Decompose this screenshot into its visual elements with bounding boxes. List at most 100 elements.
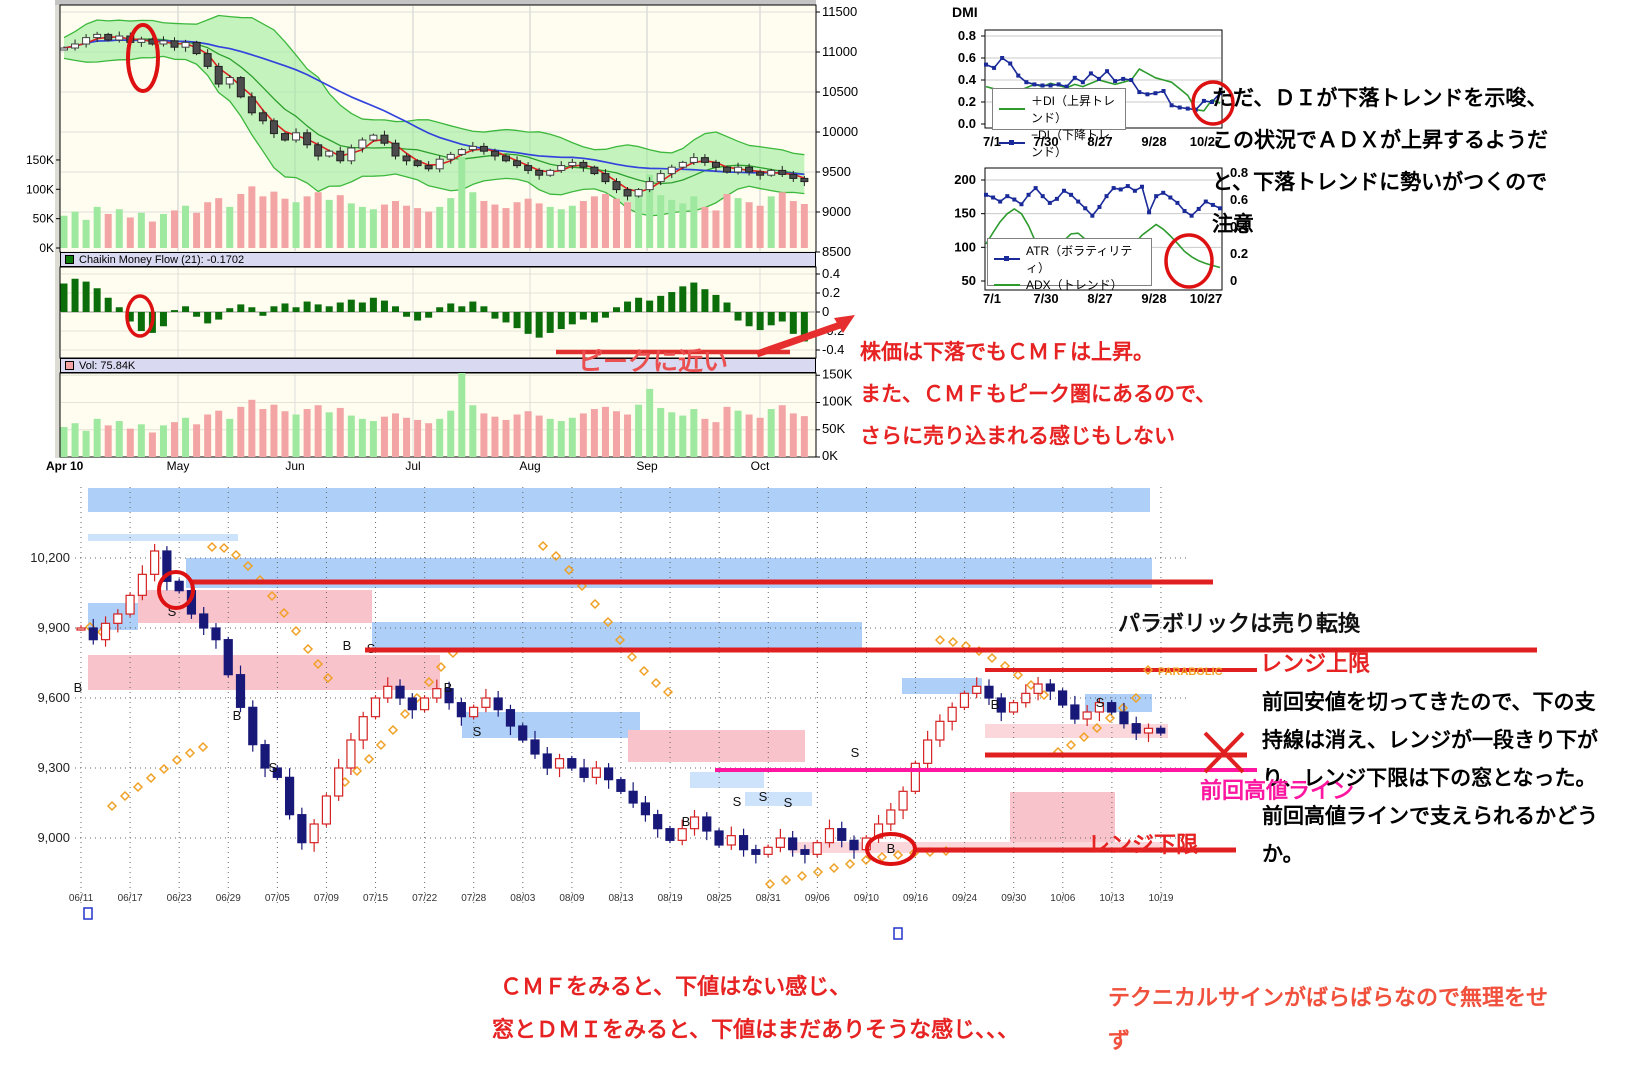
- atr-adx-legend: ATR（ボラティリティ） ADX（トレンド）: [987, 238, 1152, 292]
- svg-text:0.8: 0.8: [1230, 165, 1248, 180]
- svg-text:0.4: 0.4: [822, 266, 840, 281]
- volume-panel-header: Vol: 75.84K: [60, 358, 816, 373]
- svg-text:B: B: [887, 841, 896, 856]
- dmi-legend: ＋DI（上昇トレンド） −DI（下降トレンド）: [992, 88, 1126, 159]
- svg-text:07/28: 07/28: [461, 893, 486, 904]
- svg-text:11500: 11500: [822, 4, 857, 19]
- range-paragraph-line2: 持線は消え、レンジが一段きり下が: [1262, 729, 1598, 752]
- cmf-comment-note: 株価は下落でもＣＭＦは上昇。 また、ＣＭＦもピーク圏にあるので、 さらに売り込ま…: [860, 332, 1216, 458]
- svg-text:9,000: 9,000: [37, 830, 70, 845]
- svg-text:9/28: 9/28: [1141, 134, 1166, 149]
- cmf-view-note: ＣＭＦをみると、下値はない感じ、: [500, 974, 852, 999]
- cmf-panel-header: Chaikin Money Flow (21): -0.1702: [60, 252, 816, 267]
- svg-text:Aug: Aug: [519, 459, 540, 473]
- di-comment-line3: と、下落トレンドに勢いがつくので: [1212, 171, 1548, 194]
- svg-text:07/09: 07/09: [314, 893, 339, 904]
- svg-text:50: 50: [962, 273, 976, 288]
- svg-text:10/27: 10/27: [1190, 134, 1223, 149]
- svg-text:10/19: 10/19: [1148, 893, 1173, 904]
- range-paragraph-line3: り、レンジ下限は下の窓となった。: [1262, 767, 1597, 790]
- svg-text:S: S: [784, 795, 793, 810]
- svg-text:S: S: [1096, 695, 1105, 710]
- svg-text:7/1: 7/1: [983, 134, 1001, 149]
- svg-text:9/28: 9/28: [1141, 291, 1166, 306]
- dmi-legend-plus-di: ＋DI（上昇トレンド）: [999, 92, 1119, 126]
- technical-note-line2: ず: [1108, 1028, 1131, 1053]
- svg-text:0: 0: [1230, 273, 1237, 288]
- svg-text:09/24: 09/24: [952, 893, 977, 904]
- svg-text:06/29: 06/29: [216, 893, 241, 904]
- svg-text:B: B: [74, 680, 83, 695]
- svg-text:100K: 100K: [822, 394, 853, 409]
- svg-text:S: S: [759, 789, 768, 804]
- volume-panel-label: Vol: 75.84K: [79, 359, 136, 372]
- peak-near-note: ピークに近い: [578, 348, 729, 376]
- svg-text:09/16: 09/16: [903, 893, 928, 904]
- svg-text:50K: 50K: [33, 212, 54, 226]
- svg-text:S: S: [733, 794, 742, 809]
- svg-text:Jul: Jul: [405, 459, 420, 473]
- svg-text:-0.4: -0.4: [822, 342, 844, 357]
- svg-text:50K: 50K: [822, 421, 845, 436]
- plus-di-label: ＋DI（上昇トレンド）: [1031, 94, 1116, 125]
- svg-text:B: B: [343, 638, 352, 653]
- adx-label: ADX（トレンド）: [1026, 278, 1123, 292]
- range-paragraph-line5: か。: [1262, 843, 1304, 866]
- svg-text:9,900: 9,900: [37, 620, 70, 635]
- minus-di-line-icon: [999, 140, 1025, 145]
- svg-text:8500: 8500: [822, 244, 851, 259]
- technical-note-line1: テクニカルサインがばらばらなので無理をせ: [1108, 985, 1549, 1010]
- svg-text:0.2: 0.2: [1230, 246, 1248, 261]
- svg-text:0.2: 0.2: [958, 94, 976, 109]
- cmf-panel-label: Chaikin Money Flow (21): -0.1702: [79, 253, 245, 266]
- svg-text:09/30: 09/30: [1001, 893, 1026, 904]
- range-bottom-note: レンジ下限: [1088, 832, 1199, 857]
- svg-text:0.4: 0.4: [958, 72, 977, 87]
- atr-label: ATR（ボラティリティ）: [1026, 244, 1133, 275]
- svg-text:06/23: 06/23: [167, 893, 192, 904]
- cmf-comment-line2: また、ＣＭＦもピーク圏にあるので、: [860, 383, 1217, 406]
- svg-text:S: S: [851, 745, 860, 760]
- svg-text:PARABOLIC: PARABOLIC: [1158, 666, 1223, 678]
- svg-text:7/1: 7/1: [983, 291, 1001, 306]
- svg-text:08/31: 08/31: [756, 893, 781, 904]
- svg-text:0K: 0K: [822, 448, 838, 463]
- svg-text:10500: 10500: [822, 84, 858, 99]
- range-paragraph-line1: 前回安値を切ってきたので、下の支: [1262, 691, 1596, 714]
- adx-line-icon: [994, 283, 1020, 286]
- svg-text:08/19: 08/19: [658, 893, 683, 904]
- svg-text:Sep: Sep: [636, 459, 658, 473]
- parabolic-sell-note: パラボリックは売り転換: [1118, 611, 1361, 636]
- svg-text:150K: 150K: [822, 366, 853, 381]
- svg-text:8/27: 8/27: [1087, 291, 1112, 306]
- range-paragraph-note: 前回安値を切ってきたので、下の支 持線は消え、レンジが一段きり下が り、レンジ下…: [1262, 684, 1598, 874]
- svg-text:Jun: Jun: [285, 459, 304, 473]
- di-comment-line2: この状況でＡＤＸが上昇するようだ: [1212, 129, 1548, 152]
- svg-text:S: S: [473, 724, 482, 739]
- svg-text:Oct: Oct: [751, 459, 770, 473]
- svg-text:100K: 100K: [26, 182, 54, 196]
- svg-text:0.0: 0.0: [958, 116, 976, 131]
- svg-text:07/05: 07/05: [265, 893, 290, 904]
- svg-text:08/13: 08/13: [608, 893, 633, 904]
- svg-text:9500: 9500: [822, 164, 851, 179]
- svg-text:11000: 11000: [822, 44, 857, 59]
- svg-text:Apr 10: Apr 10: [46, 459, 84, 473]
- svg-text:08/25: 08/25: [707, 893, 732, 904]
- svg-text:07/15: 07/15: [363, 893, 388, 904]
- svg-text:May: May: [167, 459, 190, 473]
- svg-text:08/03: 08/03: [510, 893, 535, 904]
- svg-text:150: 150: [954, 206, 976, 221]
- prev-high-line-note: 前回高値ライン: [1200, 778, 1355, 803]
- svg-text:0K: 0K: [39, 241, 54, 255]
- svg-text:07/22: 07/22: [412, 893, 437, 904]
- svg-text:10,200: 10,200: [30, 550, 70, 565]
- svg-text:100: 100: [954, 239, 976, 254]
- svg-text:10/27: 10/27: [1190, 291, 1223, 306]
- svg-text:06/11: 06/11: [69, 893, 94, 904]
- svg-text:10/06: 10/06: [1050, 893, 1075, 904]
- di-comment-note: ただ、ＤＩが下落トレンドを示唆、 この状況でＡＤＸが上昇するようだ と、下落トレ…: [1212, 78, 1548, 246]
- volume-legend-square-icon: [65, 361, 74, 370]
- svg-text:B: B: [682, 814, 691, 829]
- svg-text:7/30: 7/30: [1033, 134, 1058, 149]
